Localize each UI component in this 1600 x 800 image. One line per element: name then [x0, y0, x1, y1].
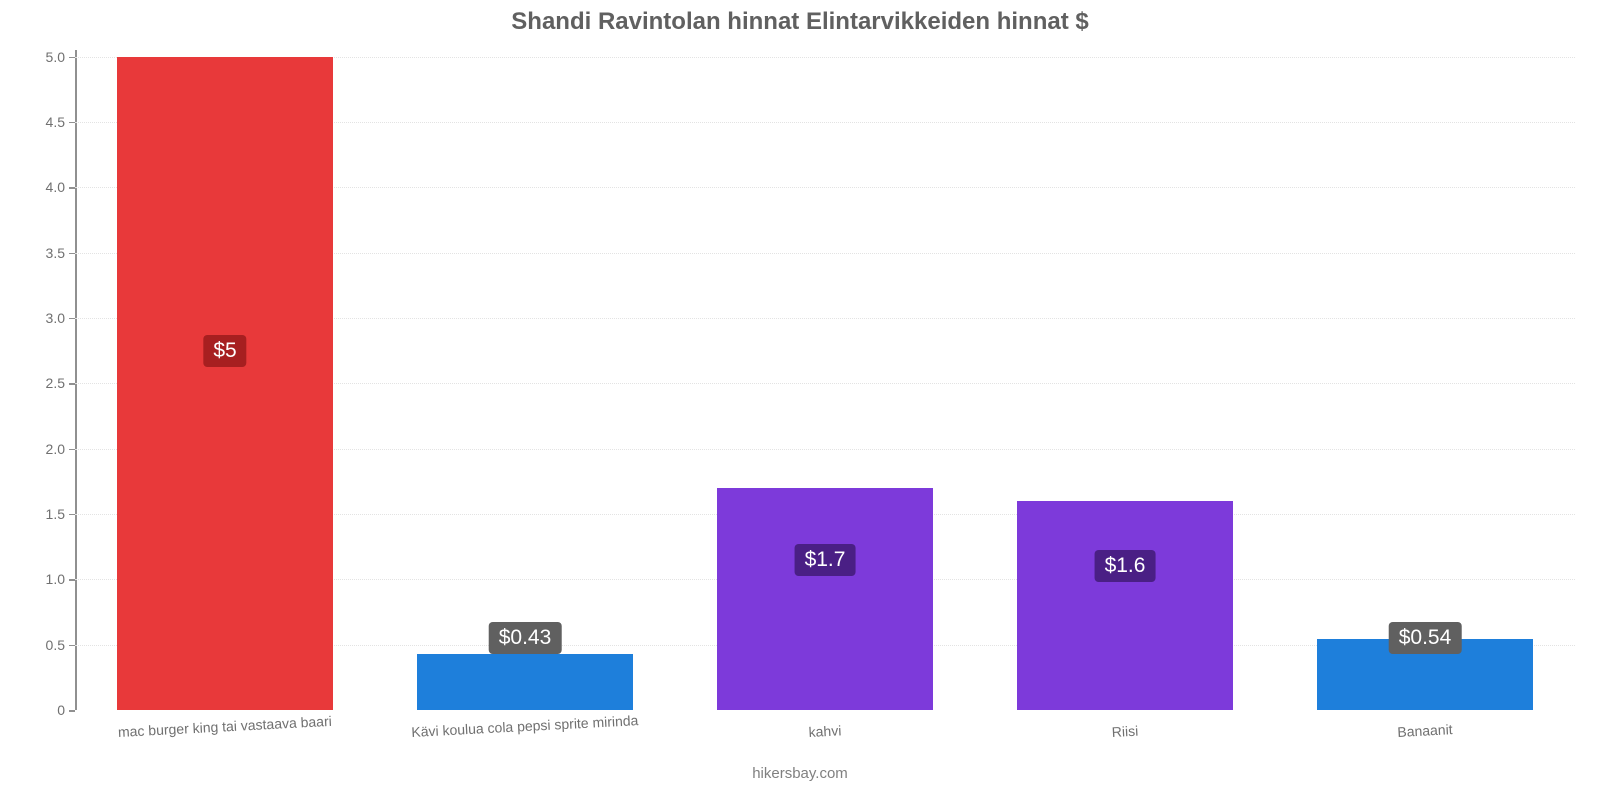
y-tick-mark [69, 57, 75, 59]
plot-area: 00.51.01.52.02.53.03.54.04.55.0$5mac bur… [75, 50, 1575, 710]
y-tick-mark [69, 645, 75, 647]
bar [1017, 501, 1233, 710]
bar [117, 57, 333, 710]
x-tick-label: mac burger king tai vastaava baari [118, 713, 333, 740]
bar-value-label: $0.43 [489, 622, 562, 654]
y-tick-mark [69, 122, 75, 124]
bar-value-label: $1.7 [795, 544, 856, 576]
y-tick-mark [69, 383, 75, 385]
price-bar-chart: Shandi Ravintolan hinnat Elintarvikkeide… [0, 0, 1600, 800]
bar [717, 488, 933, 710]
bar-value-label: $1.6 [1095, 550, 1156, 582]
x-tick-label: Banaanit [1397, 721, 1453, 740]
y-tick-mark [69, 514, 75, 516]
y-tick-mark [69, 187, 75, 189]
y-tick-mark [69, 710, 75, 712]
chart-title: Shandi Ravintolan hinnat Elintarvikkeide… [0, 8, 1600, 36]
x-tick-label: Riisi [1111, 723, 1138, 740]
y-tick-mark [69, 253, 75, 255]
y-tick-mark [69, 579, 75, 581]
attribution-text: hikersbay.com [0, 765, 1600, 782]
bar-value-label: $0.54 [1389, 622, 1462, 654]
bar-value-label: $5 [203, 335, 246, 367]
y-axis-line [75, 50, 77, 710]
x-tick-label: Kävi koulua cola pepsi sprite mirinda [411, 712, 639, 740]
x-tick-label: kahvi [808, 722, 841, 740]
y-tick-mark [69, 449, 75, 451]
bar [417, 654, 633, 710]
y-tick-mark [69, 318, 75, 320]
